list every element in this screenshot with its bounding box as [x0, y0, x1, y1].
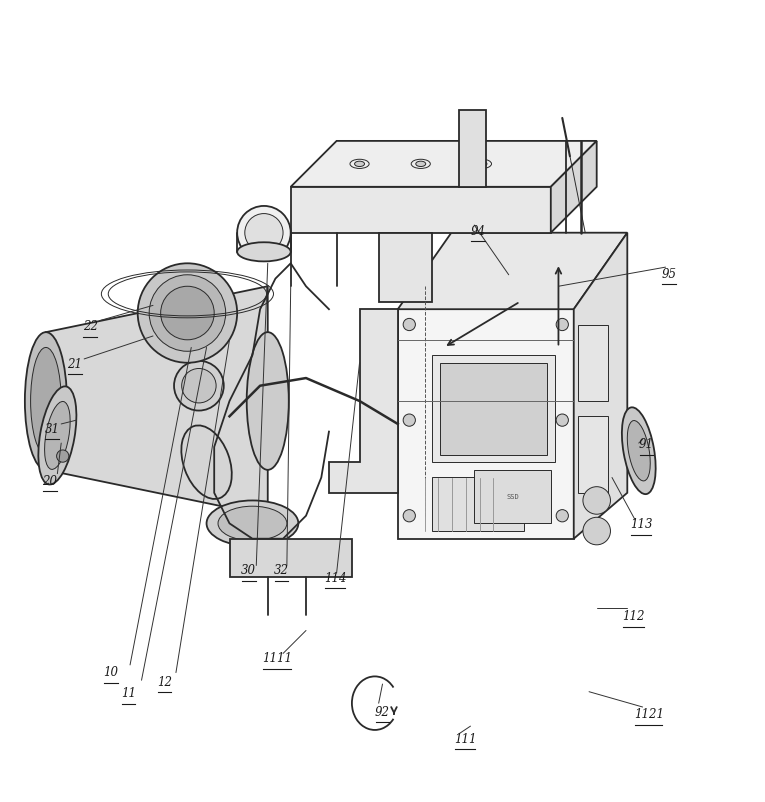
Text: 1111: 1111 [262, 652, 292, 666]
Text: SSD: SSD [506, 493, 519, 500]
Ellipse shape [182, 368, 216, 403]
Polygon shape [291, 141, 597, 187]
Polygon shape [574, 233, 627, 539]
Ellipse shape [477, 161, 487, 167]
Text: 91: 91 [639, 438, 654, 451]
Bar [578, 416, 608, 492]
Bar [578, 325, 608, 401]
Circle shape [583, 517, 610, 545]
Text: 30: 30 [241, 565, 256, 577]
Text: 12: 12 [157, 676, 172, 689]
Text: 22: 22 [83, 320, 98, 334]
Ellipse shape [24, 332, 67, 470]
Ellipse shape [161, 286, 214, 340]
Text: 94: 94 [470, 225, 486, 237]
Ellipse shape [627, 420, 650, 481]
Text: 92: 92 [375, 706, 390, 719]
Ellipse shape [174, 361, 224, 411]
Polygon shape [329, 310, 398, 492]
Ellipse shape [31, 347, 61, 455]
Circle shape [57, 450, 69, 462]
Text: 31: 31 [44, 423, 60, 435]
Ellipse shape [622, 407, 656, 494]
Text: 21: 21 [67, 358, 83, 371]
Ellipse shape [416, 161, 426, 167]
Text: 111: 111 [454, 733, 477, 746]
Circle shape [556, 318, 568, 330]
Bar [432, 355, 555, 462]
Polygon shape [398, 310, 574, 539]
Polygon shape [230, 539, 352, 577]
Bar [459, 111, 486, 187]
Text: 20: 20 [42, 475, 57, 488]
Polygon shape [398, 233, 627, 310]
Text: 11: 11 [121, 687, 136, 700]
Bar [474, 470, 551, 524]
Polygon shape [46, 286, 268, 516]
Ellipse shape [149, 275, 226, 351]
Text: 10: 10 [103, 666, 119, 679]
Circle shape [403, 509, 415, 522]
Circle shape [403, 414, 415, 426]
Text: 112: 112 [622, 610, 645, 623]
Polygon shape [551, 141, 597, 233]
Polygon shape [291, 187, 551, 233]
Bar [432, 477, 524, 531]
Text: 95: 95 [662, 268, 677, 281]
Ellipse shape [181, 425, 232, 499]
Ellipse shape [38, 387, 76, 484]
Circle shape [237, 206, 291, 260]
Text: 114: 114 [324, 572, 347, 585]
Text: 32: 32 [274, 565, 289, 577]
Circle shape [403, 318, 415, 330]
Ellipse shape [354, 161, 364, 167]
Bar [379, 233, 432, 302]
Circle shape [556, 509, 568, 522]
Ellipse shape [237, 242, 291, 261]
Circle shape [245, 213, 283, 252]
Ellipse shape [207, 500, 298, 546]
Ellipse shape [138, 263, 237, 363]
Circle shape [583, 487, 610, 514]
Circle shape [556, 414, 568, 426]
Bar [440, 363, 547, 455]
Text: 1121: 1121 [633, 708, 664, 721]
Ellipse shape [44, 402, 70, 469]
Ellipse shape [246, 332, 289, 470]
Text: 113: 113 [630, 518, 653, 532]
Ellipse shape [218, 506, 287, 541]
